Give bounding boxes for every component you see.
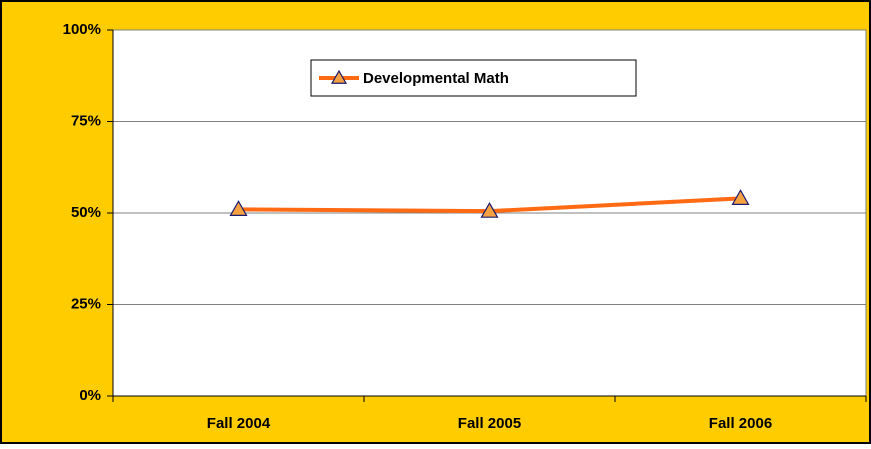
y-tick-label: 25%: [71, 295, 101, 312]
x-tick-label: Fall 2006: [709, 415, 772, 432]
legend-box: [310, 59, 637, 97]
y-tick-label: 50%: [71, 204, 101, 221]
data-marker: [480, 201, 499, 218]
y-tick-label: 75%: [71, 112, 101, 129]
x-tick-label: Fall 2005: [458, 415, 521, 432]
data-marker: [229, 200, 248, 216]
legend-label: Developmental Math: [363, 70, 509, 87]
y-tick-label: 0%: [79, 387, 101, 404]
x-tick-label: Fall 2004: [207, 415, 271, 432]
data-marker: [731, 189, 750, 205]
legend-marker: [330, 69, 348, 84]
y-tick-label: 100%: [63, 21, 101, 38]
